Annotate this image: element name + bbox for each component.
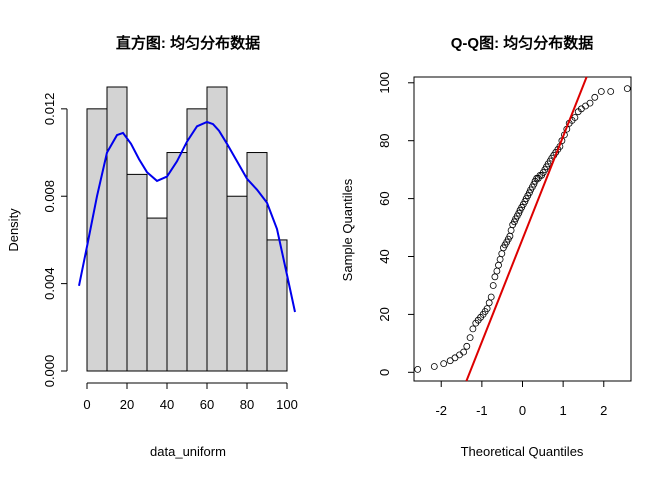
- qq-point: [571, 114, 579, 121]
- qq-point: [489, 282, 497, 289]
- qq-point: [495, 261, 502, 269]
- qq-point: [466, 334, 474, 342]
- histogram-bar: [226, 195, 248, 372]
- qq-point: [456, 351, 463, 359]
- x-tick-label: 1: [560, 403, 567, 418]
- qq-point: [483, 305, 491, 313]
- y-tick-label: 60: [377, 191, 392, 205]
- x-tick-label: 20: [120, 397, 134, 412]
- qq-point: [440, 360, 448, 368]
- qq-point: [511, 218, 518, 226]
- y-tick-label: 20: [377, 307, 392, 321]
- qq-point: [493, 267, 501, 275]
- y-tick-label: 100: [377, 72, 392, 94]
- y-tick-label: 80: [377, 133, 392, 147]
- histogram-panel: 直方图: 均匀分布数据 data_uniform Density 0 20 40 60…: [6, 34, 298, 459]
- y-tick-label: 0.012: [42, 93, 57, 126]
- qq-plot-panel: Q-Q图: 均匀分布数据 Theoretical Quantiles Sampl…: [340, 34, 632, 459]
- qq-point: [469, 325, 477, 333]
- qq-point: [446, 357, 454, 365]
- y-tick-label: 40: [377, 249, 392, 263]
- qq-point: [487, 293, 495, 301]
- density-curve: [78, 120, 296, 313]
- histogram-bar: [86, 108, 108, 372]
- qq-plot-y-axis: 0 20 40 60 80 100: [377, 72, 414, 376]
- histogram-bars: [86, 86, 288, 372]
- qq-point: [485, 299, 493, 307]
- x-tick-label: 40: [160, 397, 174, 412]
- histogram-bar: [126, 173, 148, 372]
- qq-point: [586, 99, 594, 107]
- x-tick-label: -1: [476, 403, 488, 418]
- x-tick-label: 0: [83, 397, 90, 412]
- qq-point: [460, 348, 468, 356]
- x-tick-label: -2: [435, 403, 447, 418]
- y-tick-label: 0.004: [42, 267, 57, 300]
- qq-plot-title: Q-Q图: 均匀分布数据: [451, 34, 594, 52]
- histogram-bar: [266, 239, 288, 372]
- x-tick-label: 2: [600, 403, 607, 418]
- x-tick-label: 0: [519, 403, 526, 418]
- histogram-title: 直方图: 均匀分布数据: [116, 34, 260, 52]
- qq-point: [607, 88, 615, 95]
- x-tick-label: 80: [240, 397, 254, 412]
- qq-point: [623, 85, 631, 92]
- histogram-y-axis: 0.000 0.004 0.008 0.012: [42, 93, 68, 388]
- qq-point: [507, 226, 515, 234]
- qq-plot-y-axis-label: Sample Quantiles: [340, 178, 355, 281]
- histogram-bar: [106, 86, 128, 372]
- qq-point: [496, 255, 504, 263]
- qq-plot-points: [414, 85, 631, 373]
- histogram-x-axis: 0 20 40 60 80 100: [83, 382, 298, 412]
- qq-reference-line: [465, 76, 588, 382]
- histogram-x-axis-label: data_uniform: [150, 444, 226, 459]
- qq-point: [530, 180, 538, 188]
- histogram-y-axis-label: Density: [6, 208, 21, 252]
- histogram-bar: [146, 217, 168, 372]
- qq-point: [451, 354, 459, 362]
- x-tick-label: 100: [276, 397, 298, 412]
- qq-point: [491, 273, 499, 281]
- qq-point: [526, 189, 533, 197]
- qq-point: [498, 250, 506, 258]
- histogram-bar: [246, 152, 268, 372]
- y-tick-label: 0: [377, 369, 392, 376]
- qq-point: [597, 88, 605, 95]
- qq-point: [430, 363, 438, 370]
- qq-point: [591, 93, 599, 101]
- qq-plot-frame: [413, 76, 632, 382]
- y-tick-label: 0.008: [42, 180, 57, 213]
- qq-plot-x-axis: -2 -1 0 1 2: [435, 381, 607, 418]
- histogram-bar: [186, 108, 208, 372]
- histogram-bar: [166, 152, 188, 372]
- y-tick-label: 0.000: [42, 355, 57, 388]
- x-tick-label: 60: [200, 397, 214, 412]
- qq-point: [582, 102, 589, 110]
- qq-plot-x-axis-label: Theoretical Quantiles: [461, 444, 584, 459]
- qq-point: [463, 342, 471, 350]
- qq-point: [414, 365, 422, 373]
